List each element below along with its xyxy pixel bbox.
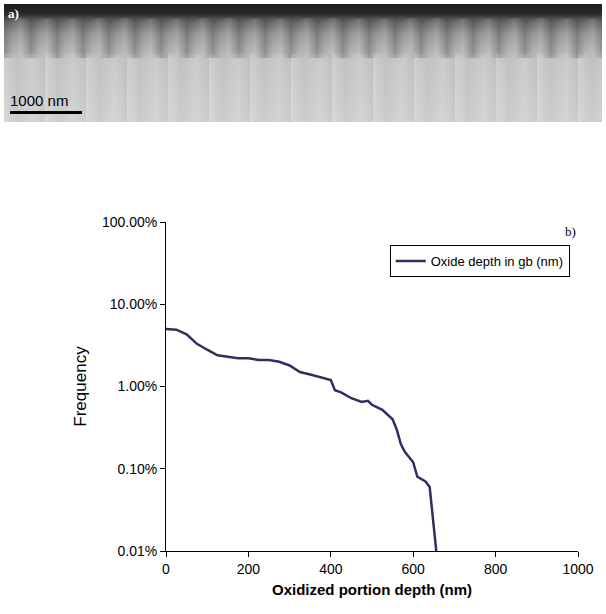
svg-text:0.01%: 0.01%: [117, 543, 157, 559]
svg-text:100.00%: 100.00%: [102, 214, 157, 230]
svg-text:10.00%: 10.00%: [110, 296, 157, 312]
svg-text:Oxidized portion depth (nm): Oxidized portion depth (nm): [272, 581, 472, 598]
svg-text:Oxide depth in gb (nm): Oxide depth in gb (nm): [431, 254, 563, 269]
svg-text:800: 800: [484, 561, 508, 577]
svg-text:0.10%: 0.10%: [117, 461, 157, 477]
svg-text:600: 600: [402, 561, 426, 577]
svg-text:400: 400: [319, 561, 343, 577]
svg-text:Frequency: Frequency: [71, 346, 90, 427]
html-text:1000 nm: 1000 nm: [10, 92, 69, 109]
svg-text:0: 0: [162, 561, 170, 577]
svg-text:1.00%: 1.00%: [117, 378, 157, 394]
svg-text:200: 200: [237, 561, 261, 577]
svg-text:1000: 1000: [562, 561, 593, 577]
html-text:a): a): [8, 6, 19, 21]
svg-text:b): b): [565, 224, 576, 239]
